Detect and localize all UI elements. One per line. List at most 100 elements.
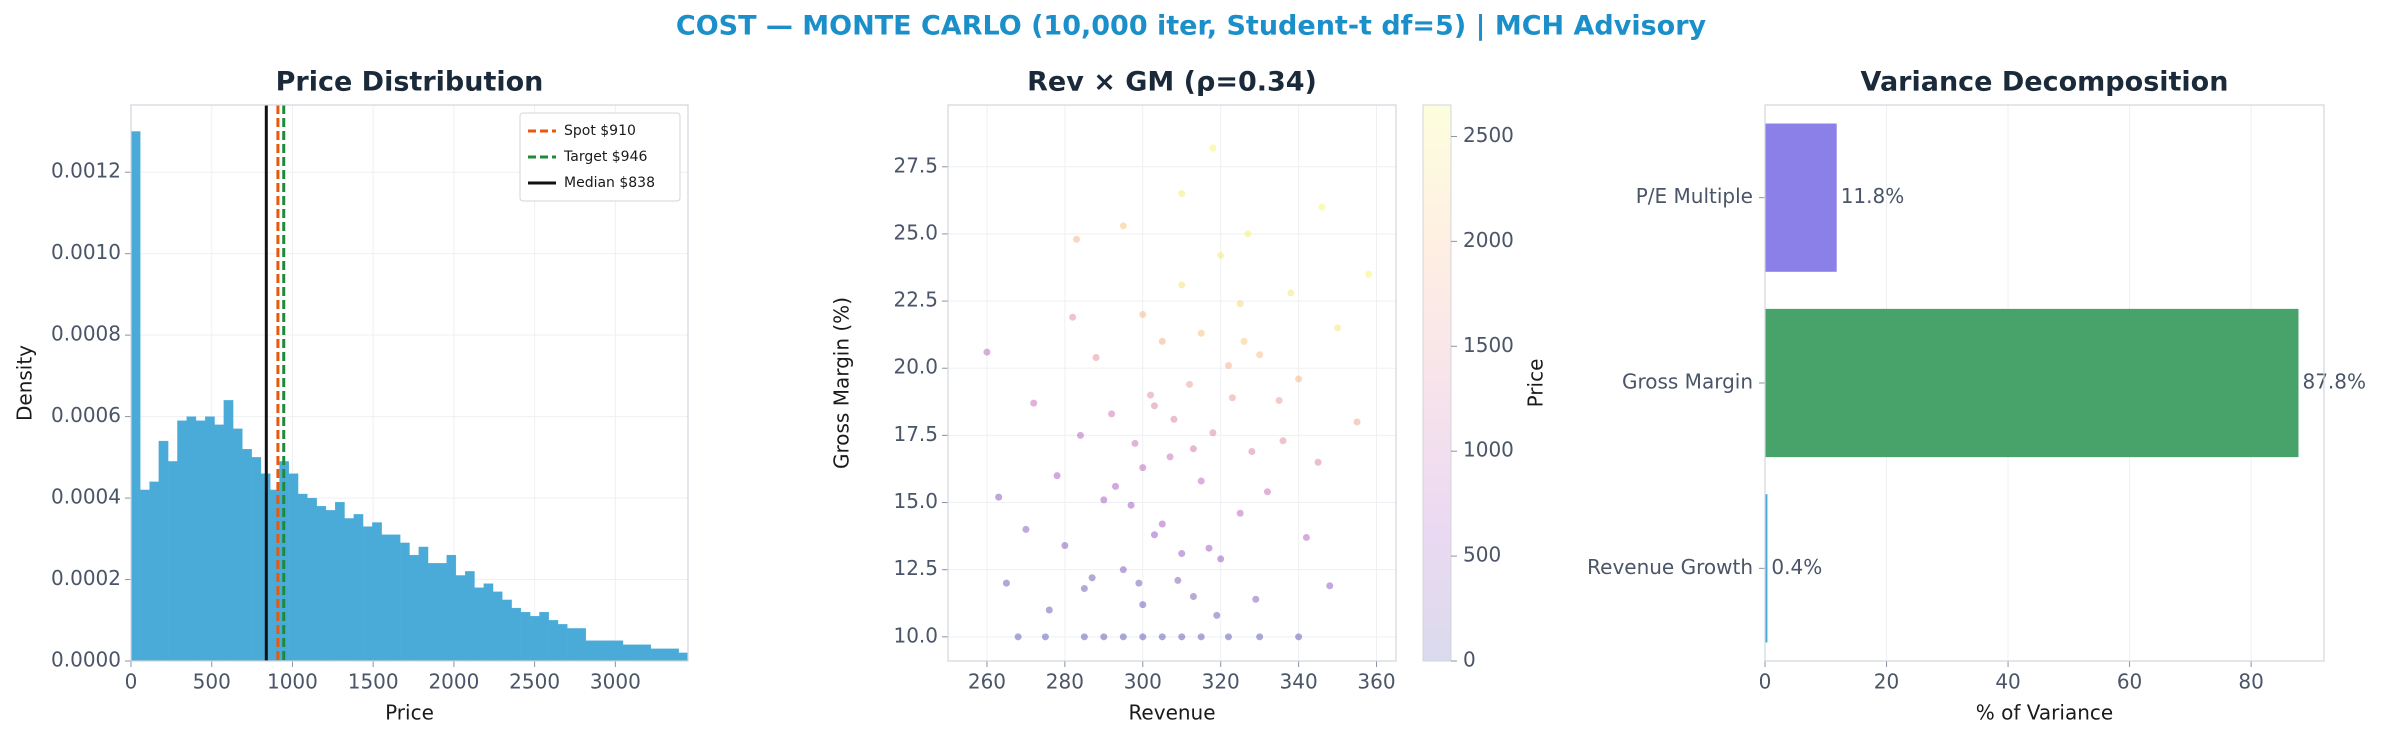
colorbar-tick-label: 1500 xyxy=(1463,333,1514,357)
histogram-bar xyxy=(130,131,141,662)
histogram-bar xyxy=(678,652,689,662)
scatter-point xyxy=(1053,472,1061,480)
histogram-bar xyxy=(650,648,661,662)
histogram-bar xyxy=(465,571,475,662)
scatter-point xyxy=(1209,144,1217,152)
plot-frame xyxy=(947,104,1397,662)
histogram-bar xyxy=(372,522,382,662)
histogram-bar xyxy=(474,587,484,662)
scatter-point xyxy=(1080,584,1088,592)
scatter-point xyxy=(983,348,991,356)
scatter-point xyxy=(1244,230,1252,238)
histogram-bar xyxy=(511,607,522,662)
y-tick-label: 27.5 xyxy=(893,153,938,177)
histogram-bar xyxy=(548,620,559,662)
scatter-point xyxy=(1170,415,1178,423)
histogram-bar xyxy=(613,640,624,662)
scatter-point xyxy=(1256,633,1264,641)
scatter-point xyxy=(1197,329,1205,337)
x-tick-label: 20 xyxy=(1874,670,1899,694)
scatter-point xyxy=(1127,501,1135,509)
scatter-point xyxy=(1224,362,1232,370)
histogram-bar xyxy=(353,514,364,662)
colorbar-tick-label: 500 xyxy=(1463,543,1501,567)
histogram-bar xyxy=(409,554,419,662)
x-tick-label: 1000 xyxy=(267,670,318,694)
histogram-bar xyxy=(427,563,438,662)
colorbar-tick-label: 0 xyxy=(1463,648,1476,672)
chart-title: Price Distribution xyxy=(276,67,544,98)
y-tick-label: 0.0004 xyxy=(51,485,121,509)
scatter-point xyxy=(1256,351,1264,359)
scatter-point xyxy=(1186,380,1194,388)
scatter-point xyxy=(1088,574,1096,582)
scatter-point xyxy=(1014,633,1022,641)
histogram-bar xyxy=(195,420,206,662)
scatter-point xyxy=(1326,582,1334,590)
y-tick-label: 0.0010 xyxy=(51,240,121,264)
value-label: 87.8% xyxy=(2302,370,2366,394)
histogram-bar xyxy=(437,563,447,662)
histogram-bar xyxy=(288,473,299,662)
legend-label: Median $838 xyxy=(564,175,655,191)
x-tick-label: 260 xyxy=(968,670,1006,694)
scatter-point xyxy=(1295,633,1303,641)
scatter-point xyxy=(1080,633,1088,641)
colorbar-tick-label: 2000 xyxy=(1463,228,1514,252)
bar xyxy=(1765,308,2299,458)
scatter-point xyxy=(1217,251,1225,259)
scatter-point xyxy=(1092,353,1100,361)
x-tick-label: 500 xyxy=(193,670,231,694)
bar xyxy=(1765,123,1837,272)
histogram-bar xyxy=(390,534,401,662)
histogram-bar xyxy=(205,416,215,662)
scatter-point xyxy=(1041,633,1049,641)
y-tick-label: 0.0008 xyxy=(51,322,121,346)
figure-title: COST — MONTE CARLO (10,000 iter, Student… xyxy=(676,11,1707,42)
x-tick-label: 0 xyxy=(125,670,138,694)
scatter-point xyxy=(1279,437,1287,445)
scatter-point xyxy=(1217,555,1225,563)
scatter-point xyxy=(1178,550,1186,558)
y-tick-label: 10.0 xyxy=(893,623,938,647)
x-axis-label: % of Variance xyxy=(1976,701,2113,725)
scatter-point xyxy=(1150,402,1158,410)
scatter-point xyxy=(1119,566,1127,574)
scatter-point xyxy=(1166,453,1174,461)
histogram-bar xyxy=(455,575,466,662)
colorbar xyxy=(1422,104,1452,662)
histogram-bar xyxy=(520,611,531,662)
y-tick-label: 12.5 xyxy=(893,556,938,580)
colorbar-tick-label: 2500 xyxy=(1463,123,1514,147)
x-tick-label: 1500 xyxy=(348,670,399,694)
scatter-point xyxy=(1135,579,1143,587)
histogram-bar xyxy=(316,506,327,662)
scatter-point xyxy=(1240,337,1248,345)
bar xyxy=(1765,494,1768,643)
x-tick-label: 2000 xyxy=(428,670,479,694)
scatter-point xyxy=(1069,313,1077,321)
histogram-bar xyxy=(307,497,317,662)
scatter-point xyxy=(1295,375,1303,383)
x-tick-label: 360 xyxy=(1357,670,1395,694)
scatter-point xyxy=(1178,190,1186,198)
scatter-point xyxy=(1139,311,1147,319)
x-tick-label: 280 xyxy=(1046,670,1084,694)
value-label: 0.4% xyxy=(1771,555,1822,579)
histogram-bar xyxy=(557,624,568,662)
histogram-bar xyxy=(585,640,596,662)
scatter-point xyxy=(1100,633,1108,641)
histogram-bar xyxy=(251,457,262,662)
histogram-bar xyxy=(158,440,169,662)
scatter-point xyxy=(1131,439,1139,447)
histogram-bar xyxy=(223,400,234,662)
scatter-point xyxy=(1119,633,1127,641)
scatter-point xyxy=(1224,633,1232,641)
scatter-point xyxy=(1263,488,1271,496)
y-tick-label: 17.5 xyxy=(893,422,938,446)
x-tick-label: 60 xyxy=(2117,670,2142,694)
scatter-point xyxy=(1189,593,1197,601)
histogram-bar xyxy=(186,416,197,662)
histogram-bar xyxy=(242,449,252,662)
histogram-bar xyxy=(595,640,605,662)
